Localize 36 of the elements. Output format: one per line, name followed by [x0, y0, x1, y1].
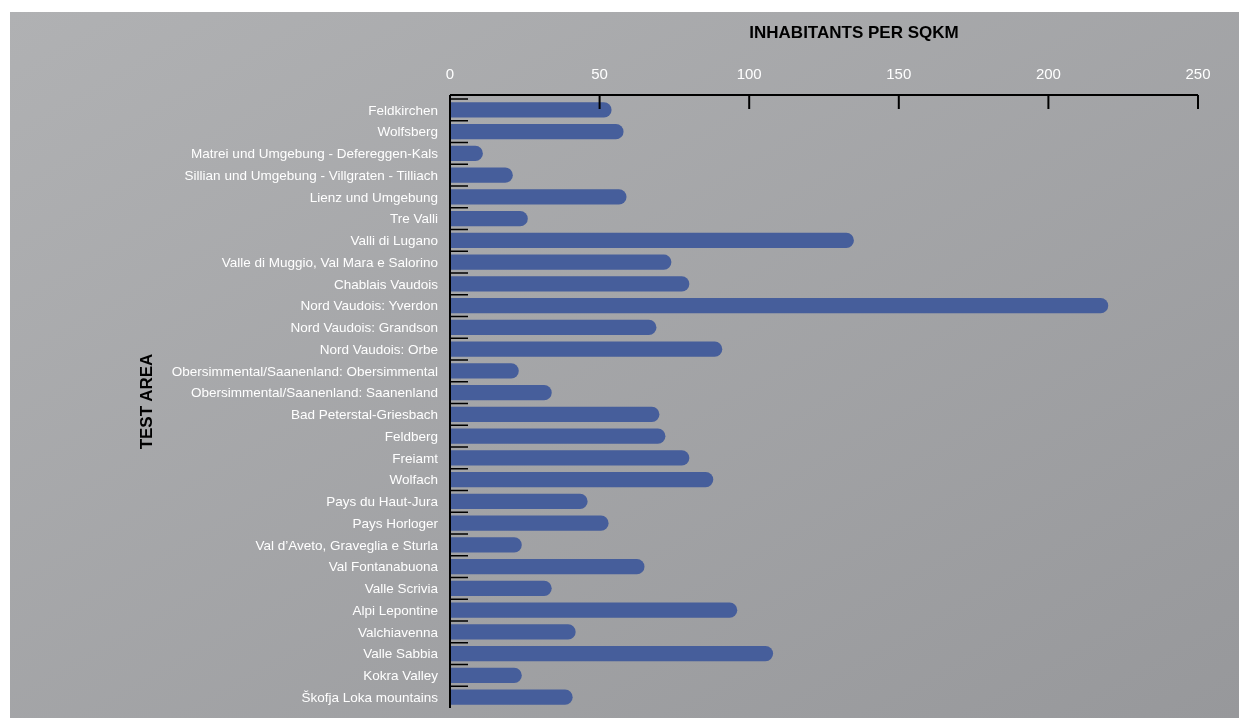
- y-tick-label: Valli di Lugano: [350, 233, 438, 249]
- y-tick-label: Obersimmental/Saanenland: Obersimmental: [171, 363, 438, 379]
- y-tick-label: Bad Peterstal-Griesbach: [290, 407, 438, 423]
- y-tick-label: Pays du Haut-Jura: [326, 494, 439, 510]
- x-tick-label: 50: [591, 65, 608, 82]
- y-tick-label: Feldberg: [384, 428, 438, 444]
- y-tick-label: Val d’Aveto, Graveglia e Sturla: [255, 537, 439, 553]
- y-tick-label: Valle Scrivia: [364, 581, 439, 597]
- y-tick-label: Kokra Valley: [363, 668, 439, 684]
- y-tick-label: Wolfsberg: [377, 124, 438, 140]
- y-tick-label: Alpi Lepontine: [352, 602, 438, 618]
- y-axis-title: TEST AREA: [137, 353, 156, 450]
- x-axis-title: INHABITANTS PER SQKM: [749, 23, 959, 42]
- x-tick-label: 0: [445, 65, 455, 82]
- y-tick-label: Chablais Vaudois: [333, 276, 439, 292]
- y-tick-label: Feldkirchen: [368, 102, 438, 118]
- y-tick-label: Valchiavenna: [357, 624, 439, 640]
- y-tick-label: Nord Vaudois: Grandson: [290, 320, 438, 336]
- x-tick-label: 250: [1185, 65, 1211, 82]
- x-tick-label: 200: [1035, 65, 1061, 82]
- y-tick-label: Freiamt: [392, 450, 439, 466]
- y-tick-label: Wolfach: [389, 472, 438, 488]
- y-tick-label: Val Fontanabuona: [328, 559, 439, 575]
- y-tick-label: Sillian und Umgebung - Villgraten - Tilliach: [184, 167, 438, 183]
- y-tick-label: Lienz und Umgebung: [309, 189, 438, 205]
- x-tick-label: 150: [886, 65, 912, 82]
- y-tick-label: Nord Vaudois: Yverdon: [300, 298, 438, 314]
- y-tick-label: Nord Vaudois: Orbe: [319, 341, 438, 357]
- y-tick-label: Škofja Loka mountains: [301, 689, 439, 705]
- y-tick-label: Pays Horloger: [352, 515, 439, 531]
- x-tick-label: 100: [736, 65, 762, 82]
- y-tick-label: Tre Valli: [389, 211, 438, 227]
- y-tick-label: Obersimmental/Saanenland: Saanenland: [191, 385, 438, 401]
- y-tick-label: Matrei und Umgebung - Defereggen-Kals: [191, 146, 439, 162]
- y-tick-label: Valle di Muggio, Val Mara e Salorino: [221, 254, 438, 270]
- y-tick-label: Valle Sabbia: [363, 646, 439, 662]
